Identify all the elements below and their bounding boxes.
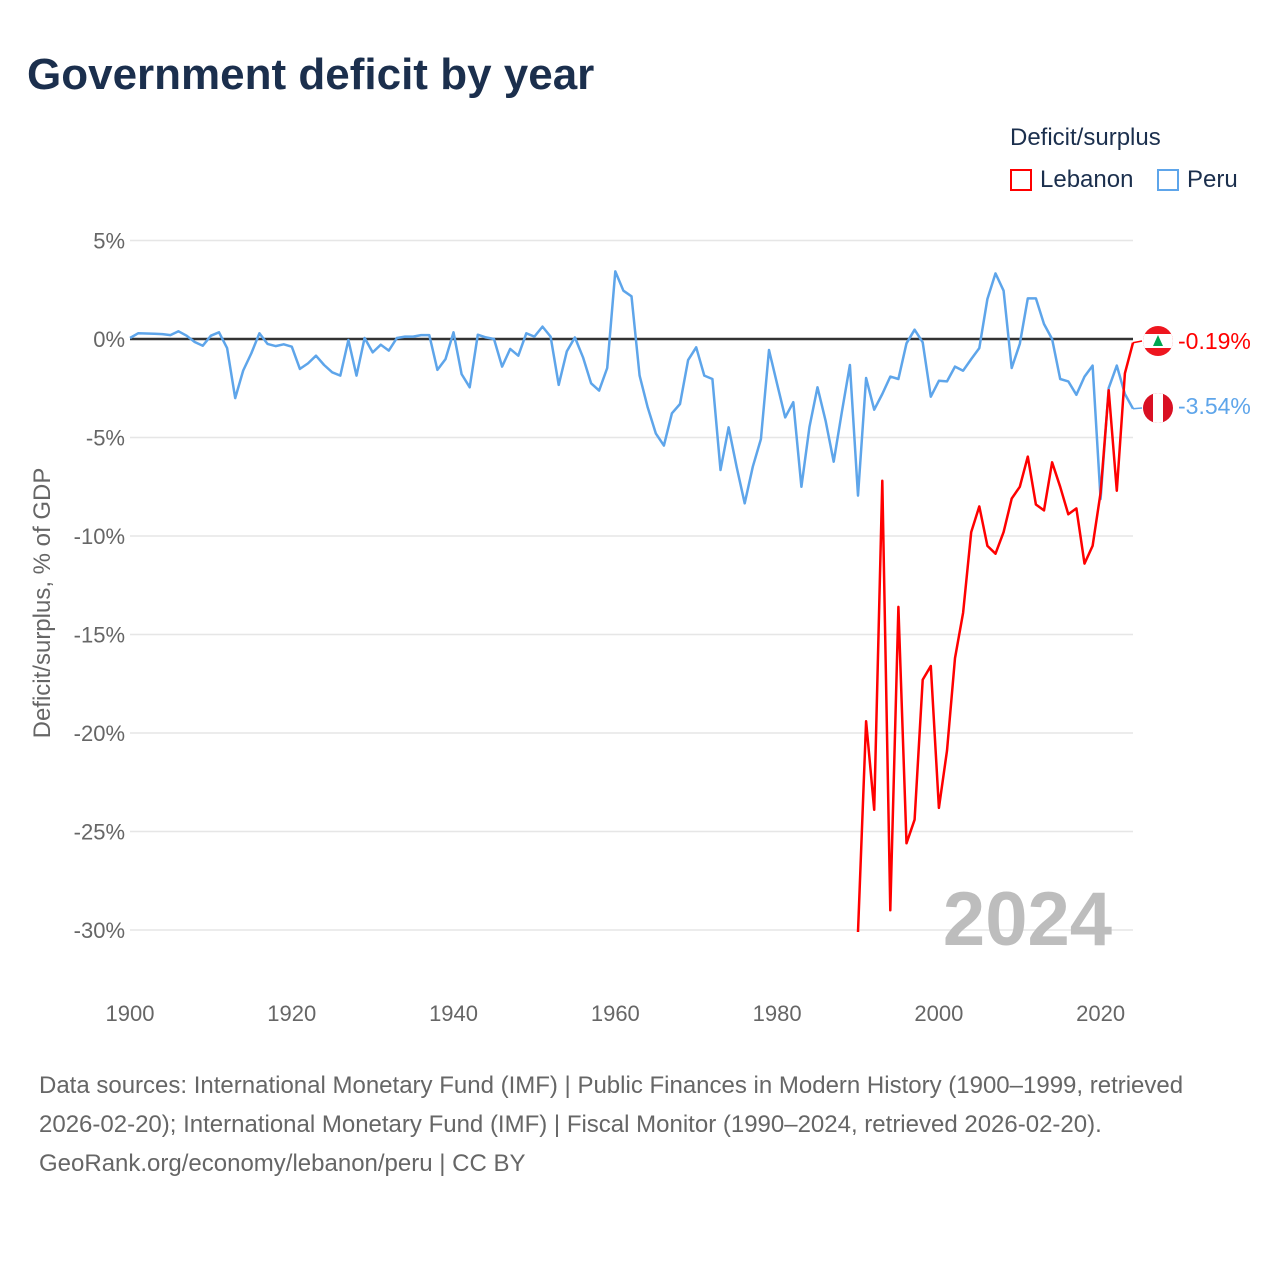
y-tick-label: 5% xyxy=(93,229,125,254)
chart-plot: 5% 0% -5% -10% -15% -20% -25% -30% 1900 1920 1940 1… xyxy=(29,229,1251,1027)
legend-title: Deficit/surplus xyxy=(1010,124,1161,151)
data-sources: Data sources: International Monetary Fun… xyxy=(39,1072,1184,1138)
series-line-lebanon xyxy=(856,342,1135,933)
end-connector-peru xyxy=(1132,407,1143,410)
x-tick-label: 2020 xyxy=(1076,1001,1125,1026)
credit-link[interactable]: GeoRank.org/economy/lebanon/peru | CC BY xyxy=(39,1150,526,1177)
footer: Data sources: International Monetary Fun… xyxy=(39,1066,1239,1183)
x-tick-label: 1920 xyxy=(267,1001,316,1026)
x-tick-label: 1940 xyxy=(429,1001,478,1026)
legend-label-lebanon: Lebanon xyxy=(1040,166,1134,193)
x-tick-label: 1980 xyxy=(753,1001,802,1026)
y-tick-label: -5% xyxy=(86,426,125,451)
y-tick-label: 0% xyxy=(93,327,125,352)
series-line-peru xyxy=(129,270,1135,505)
x-tick-label: 2000 xyxy=(914,1001,963,1026)
y-axis-label: Deficit/surplus, % of GDP xyxy=(29,468,56,739)
end-connector-lebanon xyxy=(1132,340,1143,344)
y-tick-label: -25% xyxy=(74,820,125,845)
year-watermark: 2024 xyxy=(943,877,1112,962)
y-tick-label: -10% xyxy=(74,524,125,549)
x-tick-label: 1900 xyxy=(106,1001,155,1026)
legend-item-peru[interactable]: Peru xyxy=(1157,166,1238,194)
y-tick-label: -15% xyxy=(74,623,125,648)
lebanon-flag-icon xyxy=(1143,326,1173,356)
y-tick-label: -20% xyxy=(74,721,125,746)
legend-label-peru: Peru xyxy=(1187,166,1238,193)
x-tick-label: 1960 xyxy=(591,1001,640,1026)
chart-title: Government deficit by year xyxy=(27,50,595,99)
legend-item-lebanon[interactable]: Lebanon xyxy=(1010,166,1133,194)
end-label-lebanon: -0.19% xyxy=(1178,328,1251,354)
legend-swatch-peru xyxy=(1157,169,1179,191)
end-label-peru: -3.54% xyxy=(1178,393,1251,419)
legend-swatch-lebanon xyxy=(1010,169,1032,191)
peru-flag-icon xyxy=(1143,393,1173,423)
y-tick-label: -30% xyxy=(74,918,125,943)
